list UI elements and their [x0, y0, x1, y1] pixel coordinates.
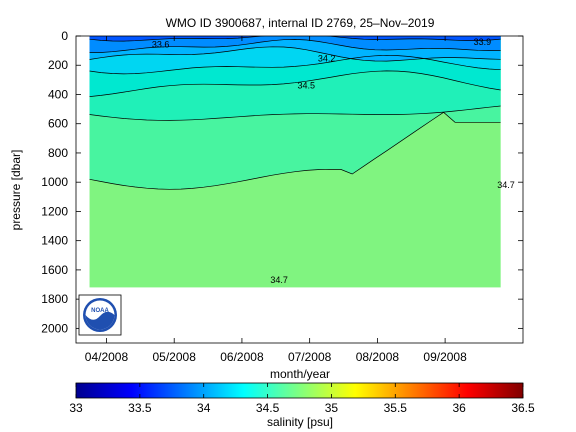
y-tick-label: 2000 [41, 321, 68, 335]
y-axis-label: pressure [dbar] [9, 150, 23, 231]
contour-line [89, 46, 501, 62]
colorbar-label: salinity [psu] [267, 415, 333, 429]
chart-title: WMO ID 3900687, internal ID 2769, 25–Nov… [166, 16, 435, 30]
colorbar: 33 33.5 34 34.5 35 35.5 36 36.5 salinity [psu] [69, 382, 535, 429]
contour-line [89, 39, 501, 53]
contour-label: 33.9 [474, 37, 492, 47]
logo-text: NOAA [91, 308, 109, 314]
colorbar-tick-label: 33.5 [128, 401, 152, 415]
contour-labels: 33.6 34.2 34.5 34.7 34.7 33.9 [152, 37, 515, 285]
colorbar-tick-label: 35.5 [384, 401, 408, 415]
y-axis: 0 200 400 600 800 1000 1200 1400 1600 1800 2000 [41, 29, 523, 335]
y-tick-label: 1400 [41, 234, 68, 248]
y-tick-label: 400 [48, 87, 68, 101]
contour-label: 34.7 [497, 180, 515, 190]
y-tick-label: 1800 [41, 292, 68, 306]
contour-label: 34.2 [318, 54, 336, 64]
x-tick-label: 09/2008 [423, 350, 467, 364]
colorbar-tick-label: 35 [325, 401, 339, 415]
plot-area: 33.6 34.2 34.5 34.7 34.7 33.9 [89, 36, 515, 343]
contour-line [89, 105, 501, 121]
plot-frame [75, 35, 524, 344]
contour-label: 34.5 [298, 81, 316, 91]
y-tick-label: 1600 [41, 263, 68, 277]
y-tick-label: 800 [48, 146, 68, 160]
y-tick-label: 1200 [41, 204, 68, 218]
contour-label: 33.6 [152, 40, 170, 50]
x-tick-label: 08/2008 [356, 350, 400, 364]
x-tick-label: 06/2008 [220, 350, 264, 364]
contour-lines [89, 36, 501, 190]
colorbar-tick-label: 33 [69, 401, 83, 415]
colorbar-tick-label: 34.5 [256, 401, 280, 415]
colorbar-tick-label: 36 [452, 401, 466, 415]
contour-label: 34.7 [270, 275, 288, 285]
x-tick-label: 05/2008 [153, 350, 197, 364]
no-data-region [89, 287, 501, 343]
colorbar-tick-label: 36.5 [511, 401, 535, 415]
colorbar-gradient [75, 382, 524, 399]
contour-line [89, 111, 501, 190]
noaa-logo-icon: NOAA [78, 294, 122, 336]
y-tick-label: 200 [48, 58, 68, 72]
salinity-bands [89, 36, 501, 343]
contour-line [89, 36, 501, 42]
salinity-band [89, 36, 501, 53]
contour-line [89, 70, 501, 97]
y-tick-label: 0 [61, 29, 68, 43]
x-tick-label: 04/2008 [85, 350, 129, 364]
salinity-band [89, 36, 501, 42]
y-tick-label: 1000 [41, 175, 68, 189]
x-tick-label: 07/2008 [288, 350, 332, 364]
contour-line [89, 54, 501, 75]
colorbar-ticks: 33 33.5 34 34.5 35 35.5 36 36.5 [69, 383, 535, 415]
y-tick-label: 600 [48, 117, 68, 131]
colorbar-tick-label: 34 [197, 401, 211, 415]
x-axis-label: month/year [270, 367, 330, 381]
x-axis: 04/2008 05/2008 06/2008 07/2008 08/2008 09/20… [85, 36, 467, 364]
